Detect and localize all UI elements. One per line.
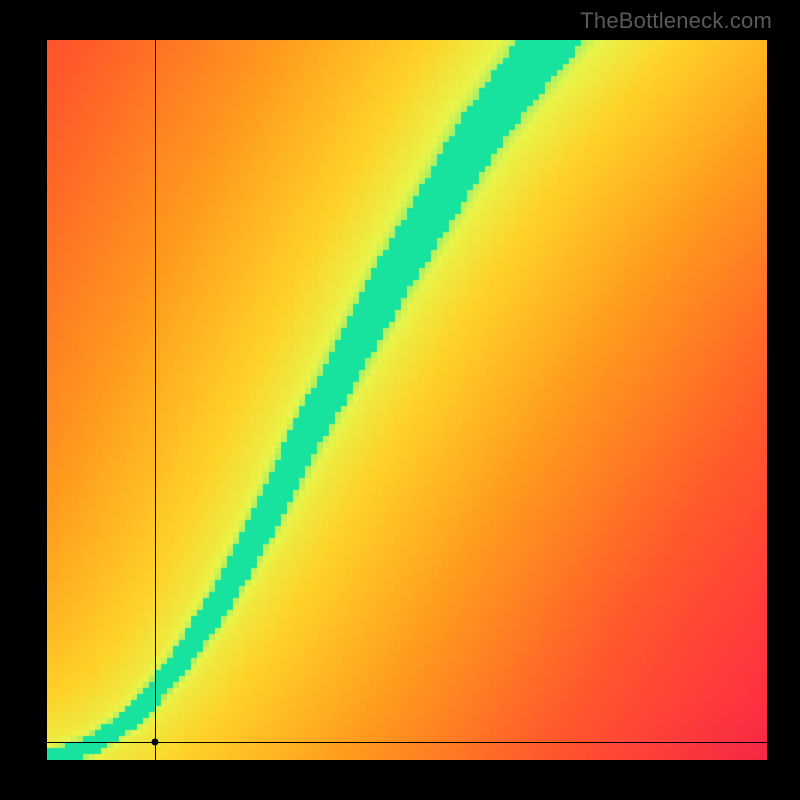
crosshair-vertical: [155, 40, 156, 760]
watermark-text: TheBottleneck.com: [580, 8, 772, 34]
crosshair-dot: [152, 739, 159, 746]
heatmap-plot: [47, 40, 767, 760]
